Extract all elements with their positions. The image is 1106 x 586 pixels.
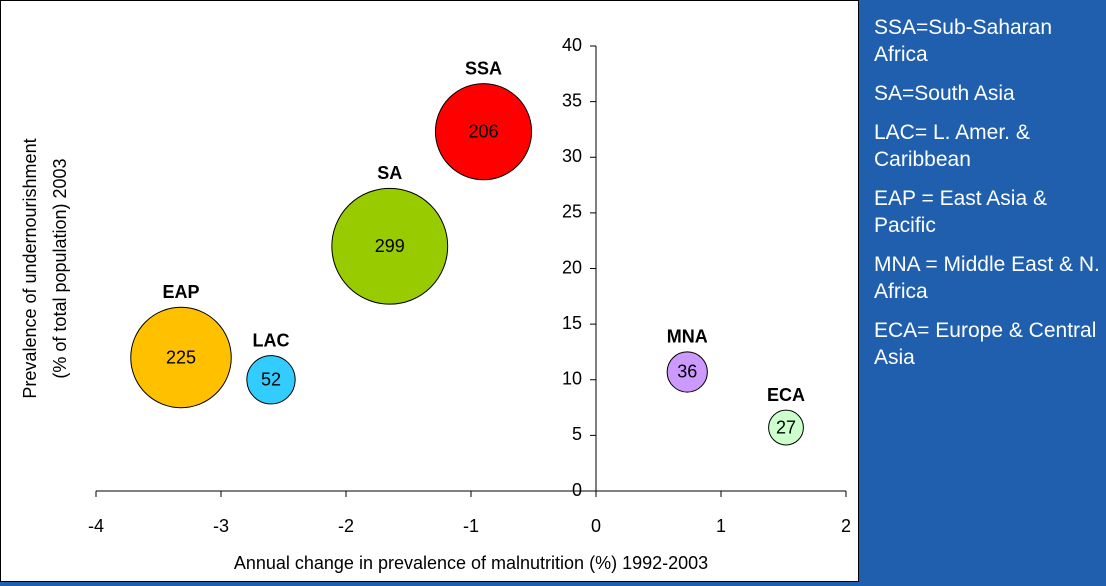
- bubble: [434, 83, 533, 181]
- y-tick-label: 35: [562, 90, 582, 110]
- x-tick-label: -4: [88, 516, 104, 536]
- category-label: SSA: [465, 58, 502, 78]
- note: LAC= L. Amer. & Caribbean: [874, 121, 1030, 171]
- category-label: LAC: [253, 330, 290, 350]
- x-tick-label: 2: [841, 516, 851, 536]
- note: ECA= Europe & Central Asia: [874, 319, 1097, 369]
- note: SSA=Sub-Saharan Africa: [874, 16, 1053, 66]
- bubble: [246, 355, 296, 405]
- y-tick-label: 20: [562, 257, 582, 277]
- y-tick-label: 10: [562, 369, 582, 389]
- note: MNA = Middle East & N. Africa: [874, 253, 1100, 303]
- x-tick-label: 0: [591, 516, 601, 536]
- category-label: SA: [377, 163, 402, 183]
- y-tick-label: 25: [562, 202, 582, 222]
- bubble: [768, 409, 804, 446]
- y-tick-label: 0: [572, 480, 582, 500]
- bubble: [331, 187, 449, 305]
- data-label: 206: [468, 121, 498, 141]
- data-label: 225: [166, 347, 196, 367]
- y-tick-label: 5: [572, 424, 582, 444]
- y-axis-label: (% of total population) 2003: [50, 158, 70, 378]
- chart-area: -4 -3 -2 -1 0 1 2 0 5 10 15 20 25 30 35 40 Annual change…: [0, 0, 859, 582]
- category-label: EAP: [162, 282, 199, 302]
- x-axis-label: Annual change in prevalence of malnutrit…: [234, 553, 708, 573]
- note: SA=South Asia: [874, 82, 1015, 105]
- y-tick-label: 30: [562, 146, 582, 166]
- category-label: MNA: [667, 327, 708, 347]
- data-label: 52: [261, 370, 281, 390]
- x-tick-label: -3: [213, 516, 229, 536]
- y-tick-label: 40: [562, 35, 582, 55]
- data-label: 36: [677, 362, 697, 382]
- bubble: [130, 306, 232, 409]
- category-label: ECA: [767, 385, 805, 405]
- data-label: 299: [375, 236, 405, 256]
- note: EAP = East Asia & Pacific: [874, 187, 1047, 237]
- y-tick-label: 15: [562, 313, 582, 333]
- bubble: [666, 351, 708, 393]
- x-tick-label: -1: [463, 516, 479, 536]
- x-tick-label: -2: [338, 516, 354, 536]
- data-label: 27: [776, 417, 796, 437]
- notes: SSA=Sub-Saharan Africa SA=South Asia LAC= …: [874, 14, 1102, 383]
- y-axis-label: Prevalence of undernourishment: [20, 138, 40, 398]
- x-tick-label: 1: [716, 516, 726, 536]
